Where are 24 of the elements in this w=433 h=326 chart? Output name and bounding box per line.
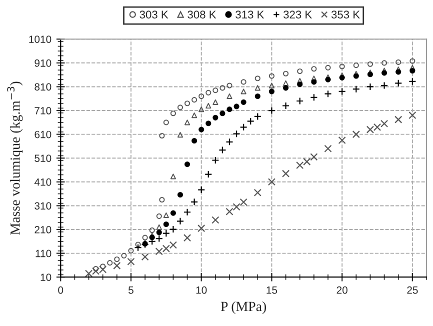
y-tick-label: 810: [34, 83, 52, 91]
y-tick-label: 210: [34, 226, 52, 234]
x-axis-title: P (MPa): [220, 301, 266, 314]
legend-label: 353 K: [331, 10, 360, 19]
y-tick-label: 10: [40, 274, 52, 281]
legend-label: 313 K: [236, 10, 264, 19]
x-tick-label: 0: [58, 286, 64, 294]
legend-label: 308 K: [188, 10, 216, 19]
y-tick-label: 510: [34, 154, 52, 162]
legend-label: 303 K: [140, 10, 168, 19]
y-tick-label: 410: [34, 178, 52, 186]
y-tick-label: 710: [34, 107, 52, 114]
y-tick-label: 110: [36, 250, 52, 258]
legend-label: 323 K: [284, 10, 312, 19]
x-tick-label: 25: [407, 286, 418, 294]
y-tick-label: 1010: [29, 36, 52, 43]
x-tick-label: 15: [266, 286, 278, 294]
x-tick-label: 5: [128, 286, 134, 294]
y-axis-title: Masse volumique (kg.m$^{−3}$): [7, 82, 23, 235]
x-tick-label: 20: [336, 286, 348, 294]
x-tick-label: 10: [196, 286, 207, 294]
y-tick-label: 610: [34, 130, 52, 138]
y-tick-label: 310: [34, 202, 52, 210]
y-tick-label: 910: [34, 59, 52, 67]
